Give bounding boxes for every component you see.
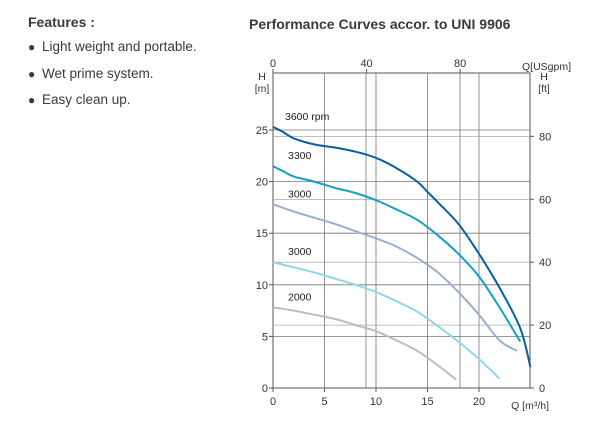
feature-item: ● Wet prime system. [28, 63, 238, 90]
y2-tick-label: 0 [539, 383, 545, 395]
y2-axis-label: H [540, 71, 548, 83]
y-tick-label: 5 [262, 331, 268, 343]
y2-tick-label: 80 [539, 131, 551, 143]
y2-tick-label: 20 [539, 320, 551, 332]
plot-frame [272, 72, 531, 389]
y-tick-label: 0 [262, 383, 268, 395]
features-heading: Features : [28, 14, 95, 30]
x-axis-label: Q [m³/h] [511, 400, 549, 412]
series-label: 3000 [288, 246, 312, 258]
x-tick-label: 15 [421, 396, 433, 408]
y2-tick-label: 60 [539, 194, 551, 206]
bullet-icon: ● [28, 40, 36, 54]
x-tick-label: 20 [473, 396, 485, 408]
series-label: 2000 [288, 292, 312, 304]
x-tick-label: 10 [370, 396, 382, 408]
series-label: 3300 [288, 150, 312, 162]
series-label: 3600 rpm [285, 111, 330, 123]
feature-item: ● Easy clean up. [28, 89, 238, 116]
series-line [272, 165, 522, 343]
features-panel: Features : ● Light weight and portable. ●… [28, 14, 238, 116]
series-line [272, 261, 501, 380]
y-tick-label: 25 [256, 125, 268, 137]
bullet-icon: ● [28, 93, 36, 107]
y-tick-label: 10 [256, 280, 268, 292]
x-tick-label: 0 [270, 396, 276, 408]
y-axis-unit: [m] [255, 83, 270, 95]
x2-tick-label: 40 [360, 58, 372, 70]
series-label: 3000 [288, 188, 312, 200]
x2-tick-label: 0 [270, 58, 276, 70]
chart-title: Performance Curves accor. to UNI 9906 [249, 16, 511, 32]
features-list: ● Light weight and portable. ● Wet prime s… [28, 36, 238, 116]
feature-item: ● Light weight and portable. [28, 36, 238, 63]
x-tick-label: 5 [321, 396, 327, 408]
series-line [272, 126, 532, 368]
x2-tick-label: 80 [454, 58, 466, 70]
y-tick-label: 15 [256, 228, 268, 240]
series-line [272, 306, 457, 381]
y2-axis-unit: [ft] [538, 83, 550, 95]
y2-tick-label: 40 [539, 257, 551, 269]
series-line [272, 203, 518, 352]
y-axis-label: H [258, 71, 266, 83]
bullet-icon: ● [28, 66, 36, 81]
y-tick-label: 20 [256, 177, 268, 189]
x2-axis-label: Q[USgpm] [522, 61, 571, 73]
